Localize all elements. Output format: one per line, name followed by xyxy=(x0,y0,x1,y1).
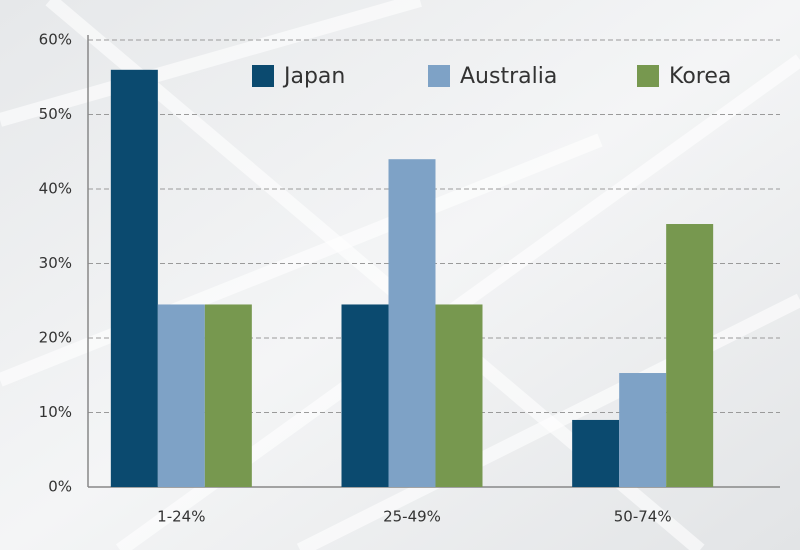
legend-label: Korea xyxy=(669,64,731,89)
x-tick-label: 25-49% xyxy=(383,508,441,526)
bar xyxy=(341,304,389,487)
bar xyxy=(435,304,483,487)
x-tick-label: 1-24% xyxy=(157,508,205,526)
legend-label: Australia xyxy=(460,64,557,89)
y-tick-label: 40% xyxy=(39,180,72,198)
bar xyxy=(388,159,436,487)
bar xyxy=(157,304,205,487)
legend-swatch xyxy=(252,65,274,87)
bar xyxy=(666,224,714,487)
y-tick-label: 60% xyxy=(39,31,72,49)
y-tick-label: 20% xyxy=(39,329,72,347)
y-tick-label: 30% xyxy=(39,254,72,272)
y-tick-label: 0% xyxy=(48,478,72,496)
legend-swatch xyxy=(637,65,659,87)
x-tick-label: 50-74% xyxy=(614,508,672,526)
legend-label: Japan xyxy=(282,64,345,89)
bar xyxy=(619,373,667,487)
bar xyxy=(572,419,620,487)
y-tick-label: 50% xyxy=(39,105,72,123)
bar xyxy=(204,304,252,487)
bar xyxy=(110,69,158,488)
y-tick-label: 10% xyxy=(39,403,72,421)
legend-swatch xyxy=(428,65,450,87)
